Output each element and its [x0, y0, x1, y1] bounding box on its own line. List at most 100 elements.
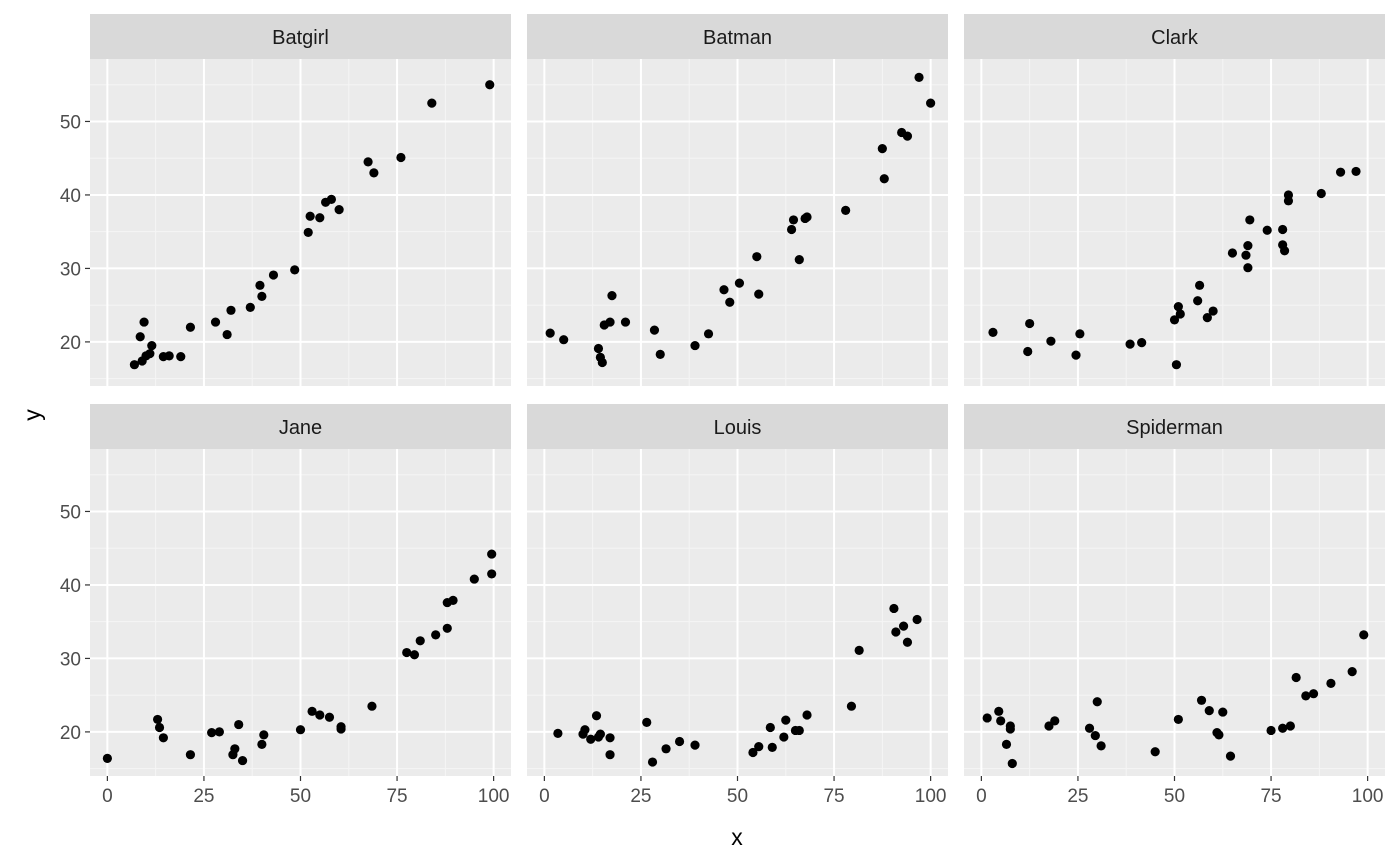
data-point [1245, 215, 1255, 225]
data-point [259, 730, 269, 740]
data-point [315, 213, 325, 223]
data-point [257, 739, 267, 750]
y-tick-label: 30 [60, 649, 81, 670]
data-point [230, 744, 240, 754]
data-point [879, 174, 889, 184]
data-point [841, 205, 851, 215]
data-point [802, 212, 812, 222]
data-point [1175, 309, 1185, 319]
x-tick-label: 25 [193, 786, 214, 807]
data-point [595, 729, 605, 739]
data-point [767, 742, 777, 752]
data-point [620, 317, 631, 327]
facet-batman: Batman [527, 14, 948, 386]
data-point [336, 724, 346, 734]
data-point [1335, 167, 1346, 177]
data-point [996, 716, 1006, 726]
y-axis-title: y [19, 409, 45, 421]
facet-strip [90, 14, 511, 59]
x-tick-label: 75 [823, 786, 844, 807]
data-point [402, 647, 412, 658]
y-tick-label: 40 [60, 186, 81, 207]
data-point [794, 255, 804, 265]
data-point [1202, 313, 1212, 323]
data-point [591, 711, 602, 721]
data-point [725, 297, 735, 307]
data-point [655, 349, 665, 360]
data-point [580, 725, 590, 735]
data-point [1347, 667, 1357, 677]
data-point [210, 317, 221, 327]
data-point [1025, 318, 1035, 329]
x-tick-label: 50 [1164, 786, 1185, 807]
x-axis-title: x [731, 824, 743, 850]
data-point [912, 614, 922, 625]
data-point [1266, 725, 1276, 736]
data-point [1195, 280, 1205, 290]
y-tick-label: 40 [60, 576, 81, 597]
data-point [765, 722, 775, 733]
data-point [1071, 350, 1081, 360]
data-point [781, 715, 791, 725]
data-point [607, 291, 617, 301]
data-point [642, 717, 652, 727]
data-point [1092, 697, 1102, 707]
data-point [605, 750, 615, 760]
data-point [1125, 339, 1135, 349]
x-tick-label: 75 [386, 786, 407, 807]
data-point [779, 732, 789, 742]
data-point [326, 194, 336, 204]
facet-strip-label: Louis [714, 417, 762, 439]
facet-strip-label: Batman [703, 27, 772, 49]
data-point [303, 227, 313, 238]
data-point [367, 701, 377, 711]
data-point [255, 280, 265, 290]
facet-batgirl: Batgirl 20 30 40 50 [60, 14, 511, 386]
data-point [1301, 691, 1311, 701]
data-point [369, 168, 379, 178]
data-point [647, 757, 658, 767]
data-point [846, 701, 857, 711]
data-point [891, 627, 901, 637]
data-point [290, 265, 300, 275]
data-point [788, 215, 799, 225]
data-point [889, 603, 899, 614]
data-point [559, 335, 569, 345]
data-point [597, 357, 607, 368]
data-point [586, 734, 596, 744]
data-point [158, 733, 168, 743]
data-point [854, 645, 864, 655]
data-point [1278, 224, 1288, 235]
data-point [485, 80, 495, 90]
data-point [1225, 751, 1236, 761]
data-point [315, 710, 325, 720]
facet-louis: Louis 0 25 50 75 100 [527, 404, 948, 807]
data-point [902, 131, 913, 141]
data-point [719, 285, 729, 295]
data-point [1169, 315, 1180, 325]
data-point [1208, 306, 1218, 316]
data-point [1262, 225, 1272, 235]
data-point [802, 710, 812, 720]
data-point [214, 727, 224, 737]
data-point [324, 712, 335, 722]
data-point [1046, 336, 1056, 346]
data-point [1278, 723, 1288, 733]
data-point [545, 328, 555, 338]
data-point [1359, 630, 1369, 640]
facet-jane: Jane 20 30 40 50 0 25 50 75 100 [60, 404, 511, 807]
data-point [245, 302, 255, 312]
data-point [226, 305, 236, 315]
data-point [185, 750, 196, 760]
y-tick-label: 50 [60, 112, 81, 133]
x-tick-label: 0 [539, 786, 550, 807]
data-point [469, 574, 479, 584]
data-point [102, 753, 112, 763]
x-tick-label: 100 [1352, 786, 1384, 807]
data-point [690, 740, 700, 750]
data-point [605, 317, 615, 327]
data-point [152, 714, 163, 725]
x-tick-label: 25 [630, 786, 651, 807]
data-point [877, 144, 887, 154]
